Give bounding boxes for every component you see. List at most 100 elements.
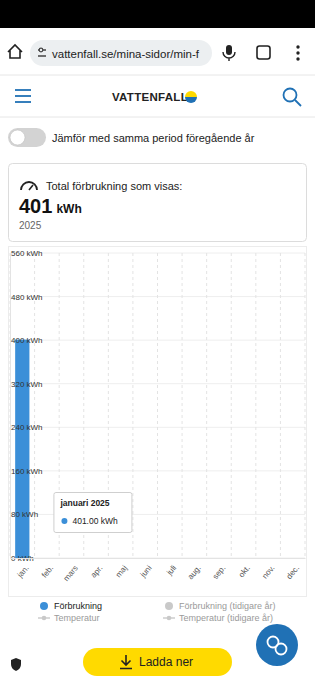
y-tick: 320 kWh: [10, 380, 43, 389]
y-tick: 160 kWh: [10, 467, 43, 476]
y-tick: 560 kWh: [10, 249, 43, 258]
x-tick: dec.: [285, 564, 302, 581]
menu-line[interactable]: [15, 95, 31, 97]
y-axis: 0 kWh80 kWh160 kWh240 kWh320 kWh400 kWh4…: [10, 249, 43, 563]
browser-toolbar: [0, 28, 315, 74]
x-tick-label: feb.: [40, 564, 55, 580]
legend: Förbrukning Förbrukning (tidigare år) Temp…: [38, 601, 276, 623]
grid-line-x: [280, 253, 281, 558]
x-tick-label: okt.: [237, 564, 252, 580]
mic-button[interactable]: [226, 45, 232, 55]
grid-line-x: [157, 253, 158, 558]
x-axis: jan. feb. mars apr. majjuni juli aug. sep. okt. n…: [11, 559, 306, 584]
x-tick: feb.: [40, 564, 55, 580]
x-tick: mars: [62, 564, 80, 583]
y-tick-label: 160 kWh: [11, 467, 43, 476]
toggle-label: Jämför med samma period föregående år: [52, 132, 255, 144]
url-text: vattenfall.se/mina-sidor/min-f: [52, 48, 200, 60]
logo-water: [185, 97, 197, 103]
logo-sun: [185, 91, 197, 97]
summary-card: [9, 164, 307, 242]
tabs-button[interactable]: [257, 46, 270, 59]
legend-label: Temperatur: [54, 613, 100, 623]
grid-line-x: [132, 253, 133, 558]
x-tick-label: apr.: [89, 564, 104, 580]
header-divider: [0, 75, 315, 76]
legend-label: Temperatur (tidigare år): [179, 613, 273, 623]
y-tick-label: 560 kWh: [11, 249, 43, 258]
y-tick: 80 kWh: [10, 510, 38, 519]
mic-icon: [223, 52, 235, 61]
x-tick-label: nov.: [260, 564, 276, 581]
summary-year: 2025: [19, 220, 42, 231]
status-bar: [0, 0, 315, 28]
x-tick-label: maj: [114, 563, 129, 579]
logo-text[interactable]: VATTENFALL: [112, 91, 188, 103]
plot-marks: [15, 340, 29, 558]
x-tick: nov.: [260, 564, 276, 581]
grid: [10, 253, 305, 558]
tooltip-value: 401.00 kWh: [72, 516, 118, 526]
x-tick: apr.: [89, 564, 104, 580]
x-tick-label: juli: [164, 563, 178, 577]
site-info-dot: [39, 48, 43, 52]
x-tick-label: dec.: [285, 564, 302, 581]
x-tick: sep.: [211, 564, 228, 581]
summary-label: Total förbrukning som visas:: [46, 180, 182, 192]
legend-swatch: [40, 602, 48, 610]
legend-item[interactable]: Temperatur: [38, 613, 100, 623]
x-tick: juli: [164, 563, 178, 577]
shield-icon[interactable]: [11, 658, 21, 671]
menu-dot[interactable]: [296, 57, 299, 60]
header-divider: [0, 117, 315, 118]
tooltip: januari 2025401.00 kWh: [54, 493, 132, 533]
grid-line-x: [231, 253, 232, 558]
home-button[interactable]: [8, 45, 22, 58]
x-tick: jan.: [15, 564, 31, 580]
legend-item[interactable]: Temperatur (tidigare år): [163, 613, 273, 623]
y-tick-label: 240 kWh: [11, 423, 43, 432]
grid-line-x: [206, 253, 207, 558]
menu-dot[interactable]: [296, 45, 299, 48]
legend-marker: [167, 616, 172, 621]
x-tick-label: jan.: [15, 564, 31, 580]
legend-swatch: [165, 602, 173, 610]
y-tick-label: 400 kWh: [11, 336, 43, 345]
chat-icon: [276, 644, 287, 655]
x-tick: okt.: [237, 564, 252, 580]
compare-toggle[interactable]: [8, 128, 46, 147]
chat-button[interactable]: [256, 624, 298, 666]
gauge-icon: [21, 182, 37, 190]
x-tick-label: juni: [138, 563, 154, 579]
toggle-knob: [10, 130, 25, 145]
grid-line-x: [255, 253, 256, 558]
y-tick: 400 kWh: [10, 336, 43, 345]
y-tick-label: 80 kWh: [11, 510, 38, 519]
legend-marker: [42, 616, 47, 621]
chart-frame: [9, 247, 307, 597]
y-tick: 480 kWh: [10, 293, 43, 302]
menu-dot[interactable]: [296, 51, 299, 54]
summary-unit: kWh: [56, 202, 81, 216]
x-tick: aug.: [186, 564, 203, 582]
legend-label: Förbrukning: [54, 601, 102, 611]
x-tick-label: aug.: [186, 564, 203, 582]
bar[interactable]: [15, 340, 29, 558]
menu-line[interactable]: [15, 101, 31, 103]
download-label: Ladda ner: [139, 655, 193, 669]
x-tick: maj: [114, 563, 129, 579]
x-tick-label: mars: [62, 564, 80, 583]
y-tick-label: 320 kWh: [11, 380, 43, 389]
address-bar[interactable]: [30, 40, 212, 66]
download-button[interactable]: [83, 648, 232, 676]
grid-line-x: [305, 253, 306, 558]
summary-value: 401: [19, 195, 52, 217]
legend-item[interactable]: Förbrukning: [40, 601, 102, 611]
search-button[interactable]: [284, 89, 297, 102]
summary-total: 401 kWh: [19, 195, 82, 217]
legend-item[interactable]: Förbrukning (tidigare år): [165, 601, 276, 611]
x-tick: juni: [138, 563, 154, 579]
page: vattenfall.se/mina-sidor/min-f VATTENFALL…: [0, 0, 315, 700]
menu-line[interactable]: [15, 89, 31, 91]
grid-line-x: [182, 253, 183, 558]
